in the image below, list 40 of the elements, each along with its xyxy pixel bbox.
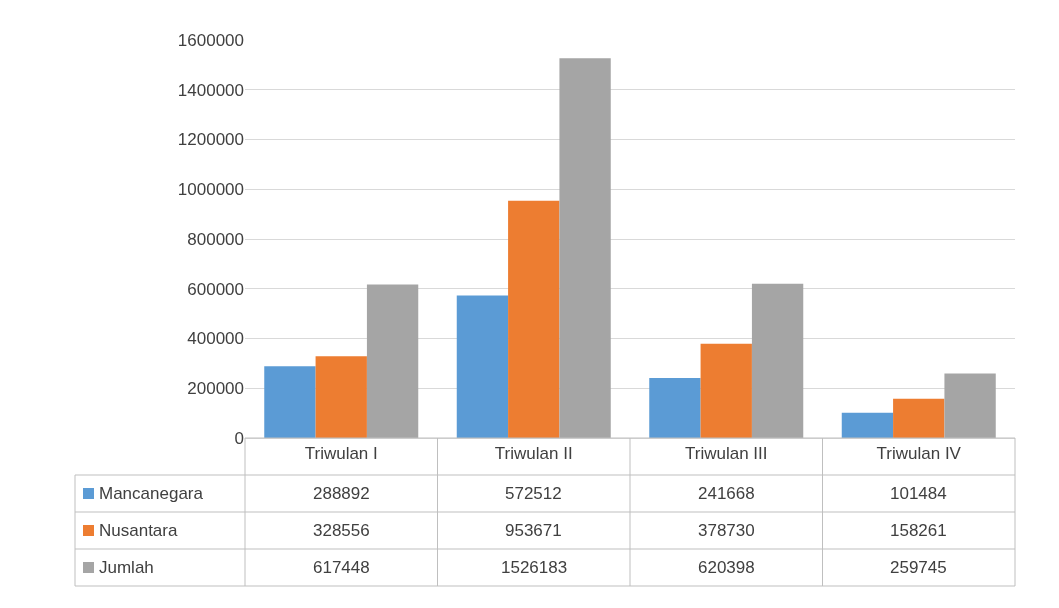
bar (751, 283, 804, 438)
legend-label: Jumlah (99, 558, 154, 577)
y-tick-label: 0 (234, 428, 244, 448)
x-tick-label: Triwulan I (304, 444, 378, 464)
data-label: 328556 (313, 521, 370, 540)
x-tick-label: Triwulan II (494, 444, 573, 464)
data-label: 617448 (313, 558, 370, 577)
bar (315, 356, 367, 438)
y-tick-label: 1600000 (177, 30, 244, 50)
x-tick-label: Triwulan IV (876, 444, 962, 464)
y-tick-label: 200000 (187, 379, 244, 399)
x-tick-label: Triwulan III (684, 444, 768, 464)
bar (649, 377, 701, 438)
y-tick-label: 1200000 (177, 130, 244, 150)
y-tick-label: 800000 (187, 229, 244, 249)
data-label: 1526183 (501, 558, 568, 577)
legend-label: Mancanegara (99, 484, 204, 503)
bar (456, 295, 509, 438)
bar (559, 58, 611, 438)
data-label: 259745 (890, 558, 947, 577)
data-label: 288892 (313, 484, 370, 503)
data-label: 378730 (698, 521, 755, 540)
legend-label: Nusantara (99, 521, 178, 540)
bar (366, 284, 419, 438)
y-tick-label: 600000 (187, 279, 244, 299)
data-label: 953671 (505, 521, 562, 540)
bar (264, 366, 316, 438)
bar (508, 200, 560, 438)
data-label: 241668 (698, 484, 755, 503)
data-label: 158261 (890, 521, 947, 540)
data-label: 572512 (505, 484, 562, 503)
bar (893, 398, 945, 438)
bar (944, 373, 996, 438)
y-tick-label: 1400000 (177, 80, 244, 100)
bar (841, 412, 894, 438)
y-tick-label: 400000 (187, 329, 244, 349)
data-label: 620398 (698, 558, 755, 577)
data-label: 101484 (890, 484, 947, 503)
bar (700, 343, 752, 438)
y-tick-label: 1000000 (177, 180, 244, 200)
